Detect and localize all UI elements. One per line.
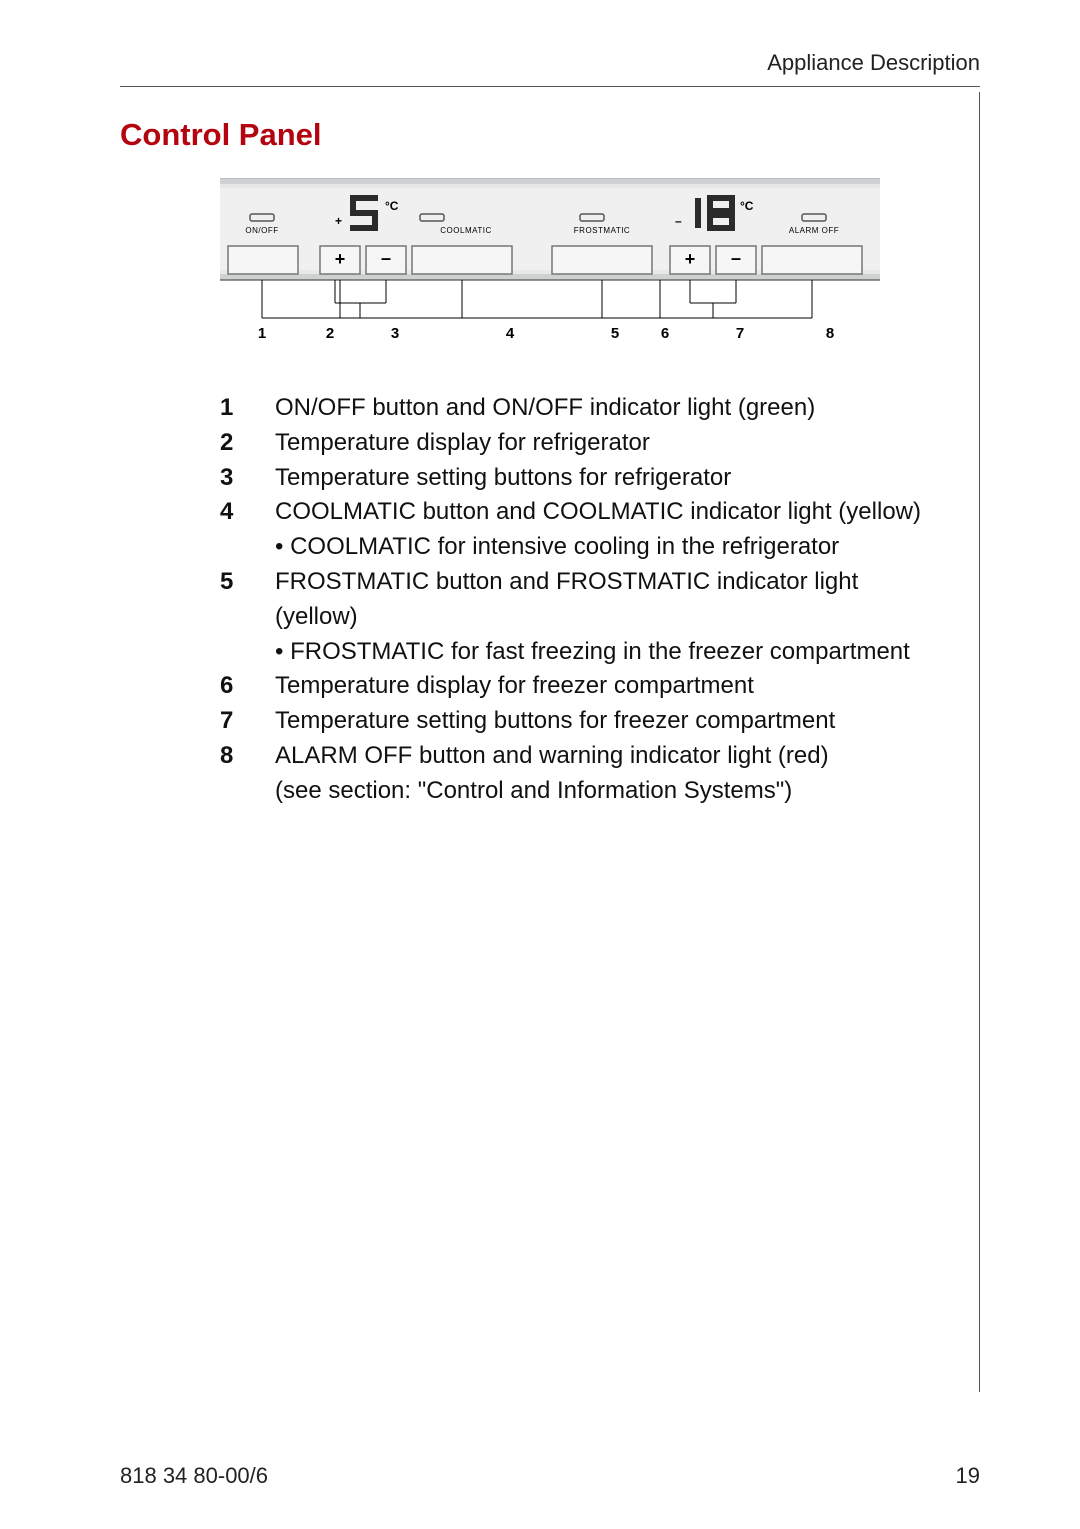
svg-text:7: 7 — [736, 325, 744, 342]
callout-numbers: 1 2 3 4 5 6 7 8 — [258, 325, 834, 342]
vertical-rule — [979, 92, 980, 1392]
svg-text:COOLMATIC: COOLMATIC — [440, 226, 491, 235]
freezer-minus-sign: – — [675, 214, 682, 228]
freezer-degree: °C — [740, 199, 754, 213]
svg-text:ALARM OFF: ALARM OFF — [789, 226, 839, 235]
footer-doc-id: 818 34 80-00/6 — [120, 1463, 268, 1489]
fridge-plus-sign: + — [335, 214, 342, 228]
callout-leaders — [262, 280, 812, 318]
legend-item: 6 Temperature display for freezer compar… — [220, 669, 940, 704]
legend-item: 1 ON/OFF button and ON/OFF indicator lig… — [220, 391, 940, 426]
svg-text:4: 4 — [506, 325, 515, 342]
legend-item: 7 Temperature setting buttons for freeze… — [220, 704, 940, 739]
section-title: Control Panel — [120, 117, 980, 153]
control-panel-diagram: ON/OFF + °C + – — [220, 178, 880, 378]
legend-item: 8 ALARM OFF button and warning indicator… — [220, 739, 940, 809]
svg-text:–: – — [381, 248, 391, 268]
svg-text:1: 1 — [258, 325, 266, 342]
svg-text:+: + — [685, 249, 696, 269]
svg-text:3: 3 — [391, 325, 399, 342]
svg-text:5: 5 — [611, 325, 619, 342]
svg-text:+: + — [335, 249, 346, 269]
svg-text:2: 2 — [326, 325, 334, 342]
fridge-degree: °C — [385, 199, 399, 213]
legend-item: 3 Temperature setting buttons for refrig… — [220, 461, 940, 496]
svg-text:–: – — [731, 248, 741, 268]
svg-text:FROSTMATIC: FROSTMATIC — [574, 226, 630, 235]
header-breadcrumb: Appliance Description — [120, 50, 980, 87]
fridge-temp-up-button[interactable]: + — [320, 246, 360, 274]
legend-item: 2 Temperature display for refrigerator — [220, 426, 940, 461]
freezer-temp-down-button[interactable]: – — [716, 246, 756, 274]
svg-text:6: 6 — [661, 325, 669, 342]
footer-page-number: 19 — [956, 1463, 980, 1489]
svg-text:8: 8 — [826, 325, 834, 342]
legend-item: 5 FROSTMATIC button and FROSTMATIC indic… — [220, 565, 940, 669]
legend-item: 4 COOLMATIC button and COOLMATIC indicat… — [220, 495, 940, 565]
legend-list: 1 ON/OFF button and ON/OFF indicator lig… — [220, 391, 940, 809]
fridge-temp-down-button[interactable]: – — [366, 246, 406, 274]
svg-text:ON/OFF: ON/OFF — [245, 226, 278, 235]
freezer-temp-up-button[interactable]: + — [670, 246, 710, 274]
